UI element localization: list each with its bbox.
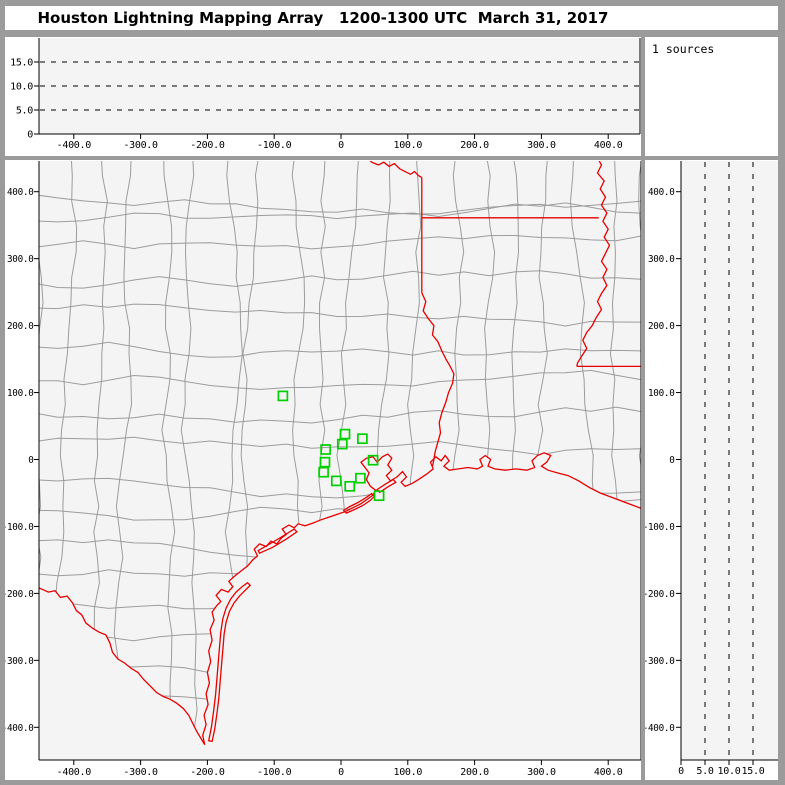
svg-text:0: 0 — [678, 766, 684, 777]
sources-count-label: 1 sources — [652, 42, 715, 56]
plan-view-map-panel[interactable]: -400.0 -300.0 -200.0 -100.0 0 100.0 200.0 300.0… — [5, 160, 641, 780]
svg-text:-200.0: -200.0 — [190, 767, 225, 778]
svg-text:-300.0: -300.0 — [645, 656, 675, 667]
altitude-ns-panel[interactable]: 0 5.0 10.0 15.0 -400.0 -300.0 -200.0 -100.0 0 100… — [645, 160, 778, 780]
svg-text:5.0: 5.0 — [16, 106, 33, 117]
svg-text:-200.0: -200.0 — [645, 589, 675, 600]
svg-text:10.0: 10.0 — [718, 766, 741, 777]
svg-text:100.0: 100.0 — [393, 140, 422, 151]
svg-text:-200.0: -200.0 — [5, 589, 34, 600]
svg-text:-100.0: -100.0 — [257, 767, 292, 778]
sources-panel: 1 sources — [645, 37, 778, 156]
svg-text:-400.0: -400.0 — [645, 723, 675, 734]
svg-text:-300.0: -300.0 — [123, 140, 158, 151]
svg-text:0: 0 — [27, 130, 33, 141]
svg-text:10.0: 10.0 — [10, 82, 33, 93]
svg-text:-400.0: -400.0 — [57, 767, 92, 778]
svg-text:15.0: 15.0 — [742, 766, 765, 777]
svg-text:-300.0: -300.0 — [5, 656, 34, 667]
svg-text:-100.0: -100.0 — [257, 140, 292, 151]
svg-text:400.0: 400.0 — [648, 187, 675, 198]
svg-text:0: 0 — [338, 767, 344, 778]
svg-text:-200.0: -200.0 — [190, 140, 225, 151]
svg-text:200.0: 200.0 — [460, 767, 489, 778]
title-bar: Houston Lightning Mapping Array 1200-130… — [5, 6, 778, 30]
svg-text:-400.0: -400.0 — [5, 723, 34, 734]
svg-text:300.0: 300.0 — [527, 767, 556, 778]
altitude-ew-panel[interactable]: -400.0 -300.0 -200.0 -100.0 0 100.0 200.0 300.0… — [5, 37, 641, 156]
svg-text:-100.0: -100.0 — [5, 522, 34, 533]
svg-text:300.0: 300.0 — [7, 254, 34, 265]
svg-text:0: 0 — [338, 140, 344, 151]
svg-text:200.0: 200.0 — [648, 321, 675, 332]
svg-text:-300.0: -300.0 — [123, 767, 158, 778]
svg-text:300.0: 300.0 — [527, 140, 556, 151]
svg-text:400.0: 400.0 — [594, 767, 623, 778]
svg-text:0: 0 — [28, 455, 33, 466]
svg-text:100.0: 100.0 — [393, 767, 422, 778]
svg-text:200.0: 200.0 — [460, 140, 489, 151]
svg-text:100.0: 100.0 — [648, 388, 675, 399]
svg-text:200.0: 200.0 — [7, 321, 34, 332]
svg-text:100.0: 100.0 — [7, 388, 34, 399]
svg-text:400.0: 400.0 — [7, 187, 34, 198]
svg-text:400.0: 400.0 — [594, 140, 623, 151]
svg-text:-400.0: -400.0 — [57, 140, 92, 151]
svg-text:15.0: 15.0 — [10, 58, 33, 69]
svg-text:5.0: 5.0 — [696, 766, 713, 777]
page-title: Houston Lightning Mapping Array 1200-130… — [37, 9, 609, 27]
svg-text:300.0: 300.0 — [648, 254, 675, 265]
svg-text:0: 0 — [669, 455, 674, 466]
svg-text:-100.0: -100.0 — [645, 522, 675, 533]
